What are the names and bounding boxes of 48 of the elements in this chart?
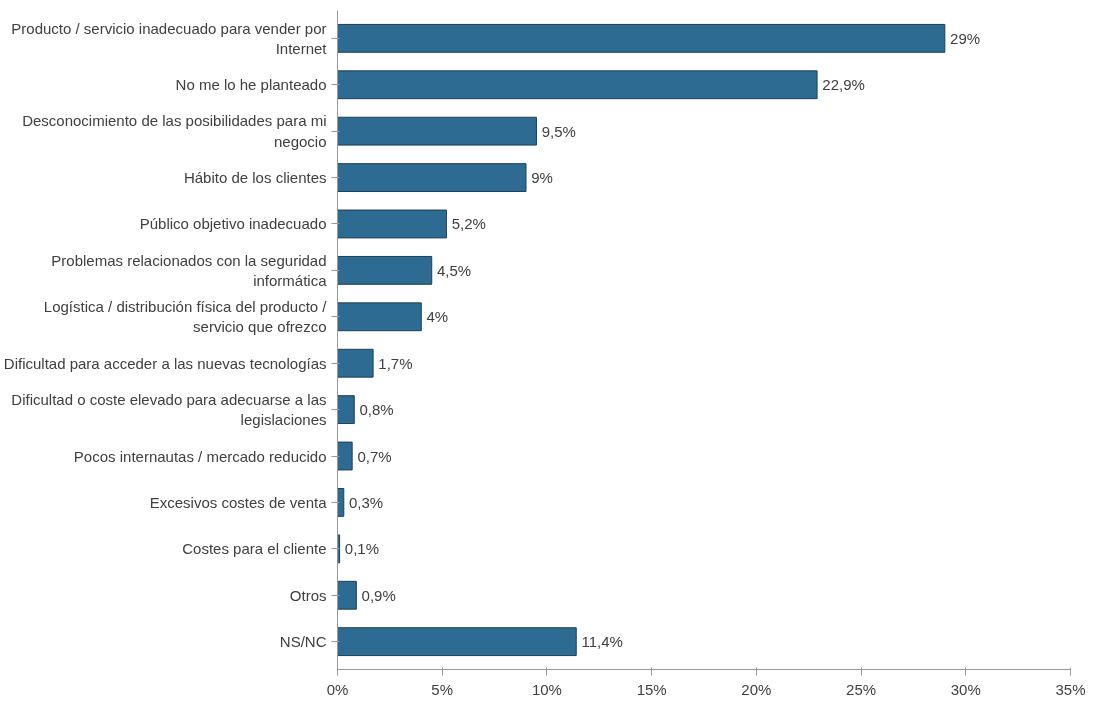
data-label: 0,9% <box>361 586 396 604</box>
bar <box>337 70 818 100</box>
data-label: 22,9% <box>822 76 865 94</box>
y-tick-label: NS/NC <box>279 633 327 651</box>
data-label: 1,7% <box>378 354 413 372</box>
bar <box>337 348 374 378</box>
y-tick-label: Problemas relacionados con la seguridad informática <box>51 251 328 290</box>
y-tick-label: Público objetivo inadecuado <box>139 215 327 233</box>
bar <box>337 255 433 285</box>
x-tick-label: 30% <box>950 680 981 698</box>
bar <box>337 580 357 610</box>
x-tick-label: 20% <box>741 680 772 698</box>
bar <box>337 116 537 146</box>
data-label: 0,8% <box>359 401 394 419</box>
y-tick-label: Costes para el cliente <box>182 540 327 558</box>
data-label: 29% <box>950 29 981 47</box>
bar <box>337 302 422 332</box>
y-tick-label: Hábito de los clientes <box>183 169 327 187</box>
y-tick-label: Desconocimiento de las posibilidades para mi negocio <box>22 112 327 150</box>
bar <box>337 627 577 657</box>
data-label: 0,7% <box>357 447 392 465</box>
y-tick-label: Producto / servicio inadecuado para vender por Internet <box>11 19 328 58</box>
bar <box>337 395 355 425</box>
data-label: 4% <box>426 308 449 326</box>
bar <box>337 23 946 53</box>
x-tick-label: 10% <box>531 680 562 698</box>
data-label: 9% <box>531 169 553 187</box>
y-tick-label: Logística / distribución física del producto / servicio que ofrezco <box>43 298 328 336</box>
y-tick-label: No me lo he planteado <box>175 76 327 94</box>
data-label: 11,4% <box>581 633 623 651</box>
bar <box>337 209 447 239</box>
data-label: 9,5% <box>541 122 576 140</box>
y-tick-label: Dificultad para acceder a las nuevas tecnologías <box>3 354 327 372</box>
bar <box>337 163 527 192</box>
bar <box>337 441 353 471</box>
data-label: 0,3% <box>349 493 384 511</box>
y-tick-label: Pocos internautas / mercado reducido <box>73 447 327 465</box>
y-tick-label: Excesivos costes de venta <box>149 493 328 511</box>
y-tick-label: Dificultad o coste elevado para adecuarse a las legislaciones <box>11 390 327 429</box>
x-tick-label: 35% <box>1055 680 1086 698</box>
x-tick-label: 0% <box>326 680 349 698</box>
y-tick-label: Otros <box>289 586 327 604</box>
data-label: 4,5% <box>436 261 472 279</box>
x-tick-label: 15% <box>636 680 667 698</box>
x-tick-label: 5% <box>431 680 454 698</box>
x-tick-label: 25% <box>846 680 877 698</box>
data-label: 5,2% <box>451 215 486 233</box>
data-label: 0,1% <box>344 540 380 558</box>
